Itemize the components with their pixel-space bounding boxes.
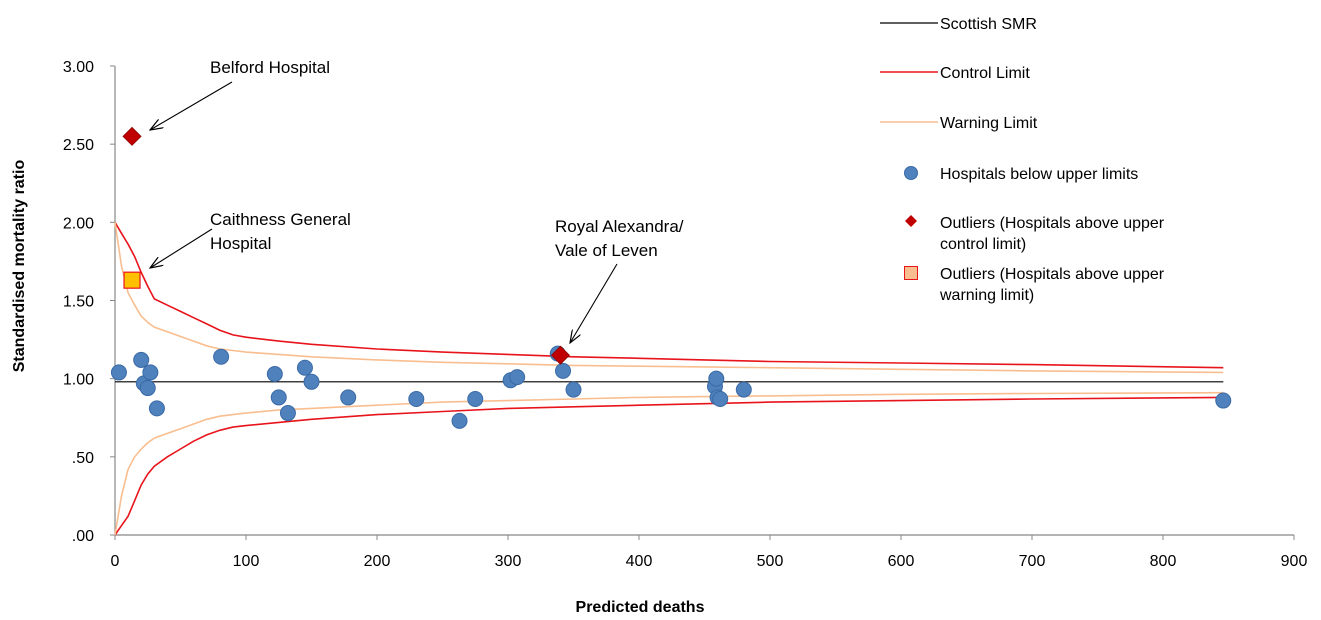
legend-label-outlier-warning-line2: warning limit) — [939, 287, 1034, 304]
control-limit-upper-line — [114, 221, 1224, 369]
hospital-point — [712, 390, 729, 407]
y-tick-label: 1.00 — [63, 372, 94, 389]
hospital-point — [451, 412, 468, 429]
outlier-control-point — [550, 345, 570, 365]
annotation-label-caithness: Caithness General — [210, 210, 351, 229]
hospital-point — [735, 381, 752, 398]
annotation-arrow-belford — [150, 81, 233, 130]
y-tick-label: 3.00 — [63, 59, 94, 76]
hospital-point — [509, 369, 526, 386]
control-limit-lower-line — [114, 396, 1224, 536]
annotation-label-royal: Vale of Leven — [555, 241, 658, 260]
x-tick-label: 700 — [1019, 553, 1046, 570]
hospital-point — [133, 351, 150, 368]
legend-label-warning-limit: Warning Limit — [940, 115, 1038, 132]
legend-label-outlier-control-line2: control limit) — [940, 236, 1026, 253]
legend: Scottish SMR Control Limit Warning Limit… — [880, 16, 1165, 304]
annotation-arrow-royal — [570, 263, 618, 343]
x-axis-ticks: 0 100 200 300 400 500 600 700 800 900 — [111, 535, 1308, 570]
hospital-point — [1215, 392, 1232, 409]
legend-label-outlier-control-line1: Outliers (Hospitals above upper — [940, 215, 1165, 232]
hospital-point — [408, 390, 425, 407]
x-axis-title: Predicted deaths — [576, 599, 705, 616]
warning-limit-lower-line — [114, 391, 1224, 536]
annotation-arrow-caithness — [150, 228, 213, 268]
annotation-label-caithness: Hospital — [210, 234, 271, 253]
legend-label-scottish-smr: Scottish SMR — [940, 16, 1037, 33]
outlier-warning-point — [123, 271, 141, 289]
legend-label-hospitals: Hospitals below upper limits — [940, 166, 1138, 183]
legend-swatch-outlier-control — [905, 215, 917, 227]
y-axis-title: Standardised mortality ratio — [11, 160, 28, 373]
legend-swatch-hospitals — [904, 166, 918, 180]
hospital-point — [142, 364, 159, 381]
x-tick-label: 600 — [888, 553, 915, 570]
x-tick-label: 0 — [111, 553, 120, 570]
hospital-point — [270, 389, 287, 406]
hospital-point — [148, 400, 165, 417]
y-axis-ticks: .00 .50 1.00 1.50 2.00 2.50 3.00 — [63, 59, 115, 545]
y-tick-label: .50 — [72, 450, 94, 467]
outlier-control-point — [122, 126, 142, 146]
hospital-point — [139, 380, 156, 397]
x-tick-label: 400 — [626, 553, 653, 570]
hospital-point — [708, 370, 725, 387]
y-tick-label: .00 — [72, 528, 94, 545]
hospital-point — [555, 362, 572, 379]
x-tick-label: 300 — [495, 553, 522, 570]
legend-swatch-outlier-warning — [904, 266, 918, 280]
y-tick-label: 2.00 — [63, 215, 94, 232]
y-tick-label: 1.50 — [63, 294, 94, 311]
legend-label-outlier-warning-line1: Outliers (Hospitals above upper — [940, 266, 1165, 283]
x-tick-label: 500 — [757, 553, 784, 570]
data-points — [110, 126, 1232, 429]
hospital-point — [279, 405, 296, 422]
annotations: Belford Hospital Caithness General Hospita… — [150, 58, 684, 343]
hospital-point — [110, 364, 127, 381]
x-tick-label: 100 — [233, 553, 260, 570]
annotation-label-belford: Belford Hospital — [210, 58, 330, 77]
legend-label-control-limit: Control Limit — [940, 65, 1030, 82]
warning-limit-upper-line — [114, 222, 1224, 374]
x-tick-label: 900 — [1281, 553, 1308, 570]
x-tick-label: 200 — [364, 553, 391, 570]
hospital-point — [565, 381, 582, 398]
hospital-point — [213, 348, 230, 365]
annotation-label-royal: Royal Alexandra/ — [555, 217, 684, 236]
x-tick-label: 800 — [1150, 553, 1177, 570]
hospital-point — [266, 365, 283, 382]
hospital-point — [467, 390, 484, 407]
hospital-point — [296, 359, 313, 376]
hospital-point — [340, 389, 357, 406]
limit-lines — [114, 221, 1224, 536]
plot-area: .00 .50 1.00 1.50 2.00 2.50 3.00 0 100 200 300 400… — [63, 58, 1308, 570]
hospital-point — [303, 373, 320, 390]
y-tick-label: 2.50 — [63, 137, 94, 154]
